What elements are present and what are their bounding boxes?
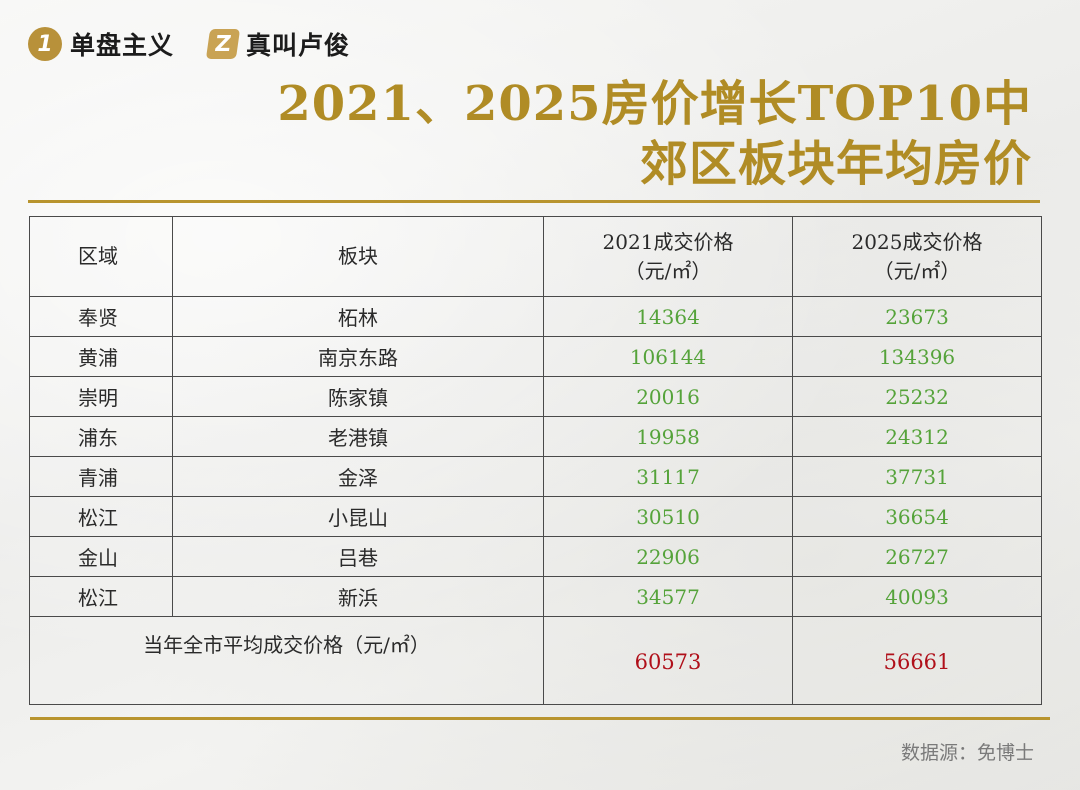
- cell-price-2021: 19958: [543, 416, 793, 457]
- cell-district: 青浦: [29, 456, 173, 497]
- table-header-row: 区域 板块 2021成交价格 （元/㎡） 2025成交价格 （元/㎡）: [29, 216, 1042, 297]
- total-price-2025: 56661: [792, 616, 1042, 705]
- cell-district: 松江: [29, 496, 173, 537]
- cell-price-2021: 14364: [543, 296, 793, 337]
- header-price-2025: 2025成交价格 （元/㎡）: [792, 216, 1042, 297]
- cell-price-2021: 20016: [543, 376, 793, 417]
- cell-price-2021: 31117: [543, 456, 793, 497]
- title-line-2: 郊区板块年均房价: [639, 136, 1032, 192]
- cell-block: 吕巷: [172, 536, 544, 577]
- data-source-note: 数据源：免博士: [900, 742, 1034, 764]
- header-price-2025-label: 2025成交价格: [851, 229, 983, 254]
- brand-name-2: 真叫卢俊: [246, 31, 351, 60]
- header-price-2021-unit: （元/㎡）: [624, 258, 712, 283]
- cell-price-2021: 30510: [543, 496, 793, 537]
- cell-price-2021: 34577: [543, 576, 793, 617]
- logo-1-icon: 1: [28, 27, 62, 61]
- table-row: 金山 吕巷 22906 26727: [29, 536, 1042, 577]
- cell-block: 柘林: [172, 296, 544, 337]
- cell-district: 金山: [29, 536, 173, 577]
- title-line-1: 2021、2025房价增长TOP10中: [277, 76, 1032, 132]
- table-row: 松江 新浜 34577 40093: [29, 576, 1042, 617]
- brand-name-1: 单盘主义: [70, 31, 175, 60]
- cell-block: 新浜: [172, 576, 544, 617]
- logo-z-icon: Z: [205, 29, 241, 59]
- footer-divider: [30, 717, 1050, 720]
- cell-price-2025: 24312: [792, 416, 1042, 457]
- cell-district: 浦东: [29, 416, 173, 457]
- cell-price-2025: 26727: [792, 536, 1042, 577]
- price-table: 区域 板块 2021成交价格 （元/㎡） 2025成交价格 （元/㎡） 奉贤 柘…: [29, 216, 1042, 705]
- cell-price-2025: 37731: [792, 456, 1042, 497]
- cell-block: 南京东路: [172, 336, 544, 377]
- total-label: 当年全市平均成交价格（元/㎡）: [29, 616, 544, 705]
- cell-price-2025: 134396: [792, 336, 1042, 377]
- table-total-row: 当年全市平均成交价格（元/㎡） 60573 56661: [29, 616, 1042, 705]
- header-district: 区域: [29, 216, 173, 297]
- total-price-2021: 60573: [543, 616, 793, 705]
- cell-district: 松江: [29, 576, 173, 617]
- table-row: 松江 小昆山 30510 36654: [29, 496, 1042, 537]
- cell-district: 崇明: [29, 376, 173, 417]
- cell-block: 金泽: [172, 456, 544, 497]
- cell-price-2025: 36654: [792, 496, 1042, 537]
- header-block: 板块: [172, 216, 544, 297]
- cell-district: 奉贤: [29, 296, 173, 337]
- cell-price-2025: 25232: [792, 376, 1042, 417]
- cell-price-2021: 106144: [543, 336, 793, 377]
- cell-block: 陈家镇: [172, 376, 544, 417]
- cell-district: 黄浦: [29, 336, 173, 377]
- brand-header: 1 单盘主义 Z 真叫卢俊: [28, 24, 350, 64]
- table-row: 黄浦 南京东路 106144 134396: [29, 336, 1042, 377]
- cell-price-2025: 23673: [792, 296, 1042, 337]
- header-price-2025-unit: （元/㎡）: [873, 258, 961, 283]
- table-row: 奉贤 柘林 14364 23673: [29, 296, 1042, 337]
- header-price-2021-label: 2021成交价格: [602, 229, 734, 254]
- cell-block: 老港镇: [172, 416, 544, 457]
- table-row: 浦东 老港镇 19958 24312: [29, 416, 1042, 457]
- table-row: 青浦 金泽 31117 37731: [29, 456, 1042, 497]
- title-divider: [28, 200, 1040, 203]
- cell-price-2025: 40093: [792, 576, 1042, 617]
- page-title: 2021、2025房价增长TOP10中 郊区板块年均房价: [277, 74, 1032, 194]
- header-price-2021: 2021成交价格 （元/㎡）: [543, 216, 793, 297]
- cell-block: 小昆山: [172, 496, 544, 537]
- cell-price-2021: 22906: [543, 536, 793, 577]
- table-row: 崇明 陈家镇 20016 25232: [29, 376, 1042, 417]
